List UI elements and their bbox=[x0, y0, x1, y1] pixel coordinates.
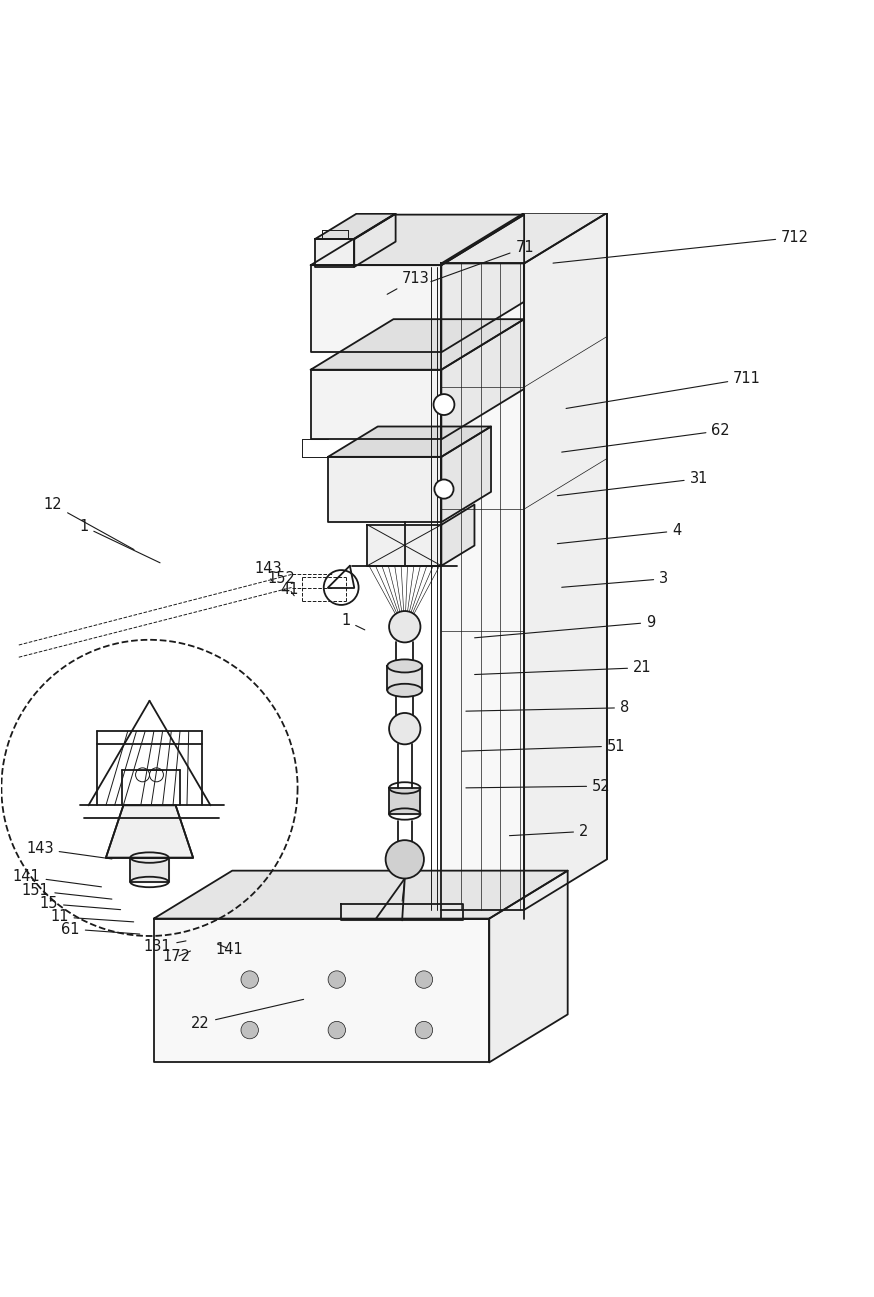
Circle shape bbox=[328, 1021, 345, 1039]
Polygon shape bbox=[387, 665, 422, 690]
Circle shape bbox=[415, 971, 433, 988]
Text: 62: 62 bbox=[562, 423, 730, 453]
Polygon shape bbox=[154, 918, 489, 1062]
Polygon shape bbox=[130, 857, 169, 882]
Text: 2: 2 bbox=[510, 824, 588, 839]
Ellipse shape bbox=[387, 659, 422, 672]
Text: 1: 1 bbox=[80, 519, 160, 563]
Polygon shape bbox=[310, 265, 441, 353]
Text: 152: 152 bbox=[267, 571, 295, 589]
Polygon shape bbox=[441, 213, 607, 263]
Text: 21: 21 bbox=[475, 660, 652, 676]
Text: 12: 12 bbox=[44, 497, 134, 550]
Text: 3: 3 bbox=[562, 571, 669, 588]
Text: 143: 143 bbox=[26, 842, 112, 859]
Text: 712: 712 bbox=[553, 230, 809, 263]
Text: 141: 141 bbox=[13, 869, 101, 887]
Text: 141: 141 bbox=[216, 942, 244, 957]
Text: 22: 22 bbox=[191, 1000, 303, 1031]
Text: 151: 151 bbox=[22, 883, 112, 899]
Text: 172: 172 bbox=[163, 949, 191, 965]
Polygon shape bbox=[341, 904, 463, 921]
Circle shape bbox=[434, 394, 454, 415]
Text: 1: 1 bbox=[341, 613, 364, 630]
Polygon shape bbox=[310, 214, 524, 265]
Polygon shape bbox=[441, 427, 491, 523]
Text: 61: 61 bbox=[61, 922, 140, 936]
Polygon shape bbox=[489, 870, 568, 1062]
Polygon shape bbox=[154, 870, 568, 918]
Circle shape bbox=[389, 713, 420, 744]
Polygon shape bbox=[441, 505, 475, 565]
Text: 11: 11 bbox=[50, 909, 134, 925]
Polygon shape bbox=[328, 457, 441, 523]
Text: 143: 143 bbox=[254, 560, 281, 581]
Text: 131: 131 bbox=[143, 939, 186, 955]
Text: 15: 15 bbox=[39, 896, 121, 912]
Polygon shape bbox=[106, 805, 193, 857]
Polygon shape bbox=[441, 319, 524, 440]
Text: 9: 9 bbox=[475, 615, 656, 638]
Text: 713: 713 bbox=[387, 271, 430, 294]
Text: 31: 31 bbox=[558, 471, 708, 495]
Circle shape bbox=[241, 1021, 259, 1039]
Polygon shape bbox=[315, 214, 396, 239]
Polygon shape bbox=[310, 319, 524, 370]
Text: 711: 711 bbox=[566, 371, 761, 409]
Text: 51: 51 bbox=[461, 738, 626, 754]
Text: 41: 41 bbox=[281, 582, 299, 597]
Polygon shape bbox=[367, 525, 441, 565]
Circle shape bbox=[434, 480, 454, 498]
Circle shape bbox=[389, 611, 420, 642]
Text: 52: 52 bbox=[466, 778, 611, 794]
Ellipse shape bbox=[387, 684, 422, 696]
Circle shape bbox=[241, 971, 259, 988]
Polygon shape bbox=[441, 214, 524, 353]
Text: 8: 8 bbox=[466, 700, 629, 715]
Circle shape bbox=[328, 971, 345, 988]
Polygon shape bbox=[389, 787, 420, 815]
Circle shape bbox=[385, 840, 424, 878]
Text: 4: 4 bbox=[558, 524, 682, 543]
Polygon shape bbox=[328, 427, 491, 457]
Polygon shape bbox=[310, 370, 441, 440]
Polygon shape bbox=[315, 239, 354, 267]
Polygon shape bbox=[441, 263, 524, 910]
Text: 71: 71 bbox=[431, 240, 534, 281]
Polygon shape bbox=[524, 213, 607, 910]
Circle shape bbox=[415, 1021, 433, 1039]
Polygon shape bbox=[354, 214, 396, 267]
